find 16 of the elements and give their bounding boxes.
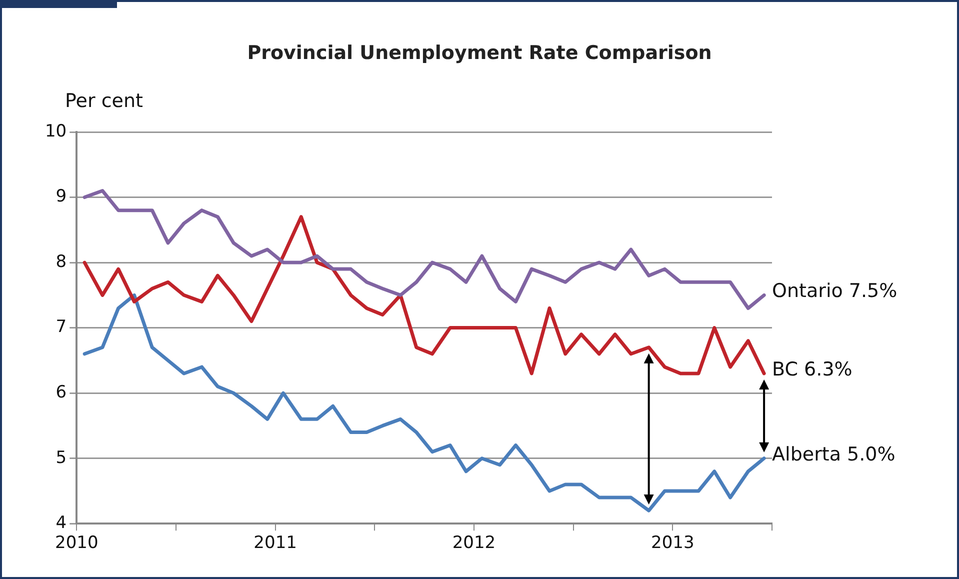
series-label: Ontario 7.5% xyxy=(772,280,898,302)
y-tick-label: 4 xyxy=(56,513,67,534)
y-tick-label: 6 xyxy=(56,382,67,402)
x-tick-label: 2013 xyxy=(651,533,694,554)
x-tick-label: 2010 xyxy=(55,533,98,554)
y-tick-label: 10 xyxy=(44,121,67,142)
y-tick-label: 9 xyxy=(56,186,67,207)
x-tick-label: 2012 xyxy=(452,533,496,554)
y-axis-title: Per cent xyxy=(65,90,143,112)
x-tick-label: 2011 xyxy=(254,533,297,554)
chart-title: Provincial Unemployment Rate Comparison xyxy=(246,42,713,64)
y-tick-label: 5 xyxy=(56,448,67,468)
y-tick-label: 8 xyxy=(56,252,67,272)
series-label: Alberta 5.0% xyxy=(772,443,896,466)
y-tick-label: 7 xyxy=(56,317,67,338)
series-label: BC 6.3% xyxy=(772,358,852,380)
